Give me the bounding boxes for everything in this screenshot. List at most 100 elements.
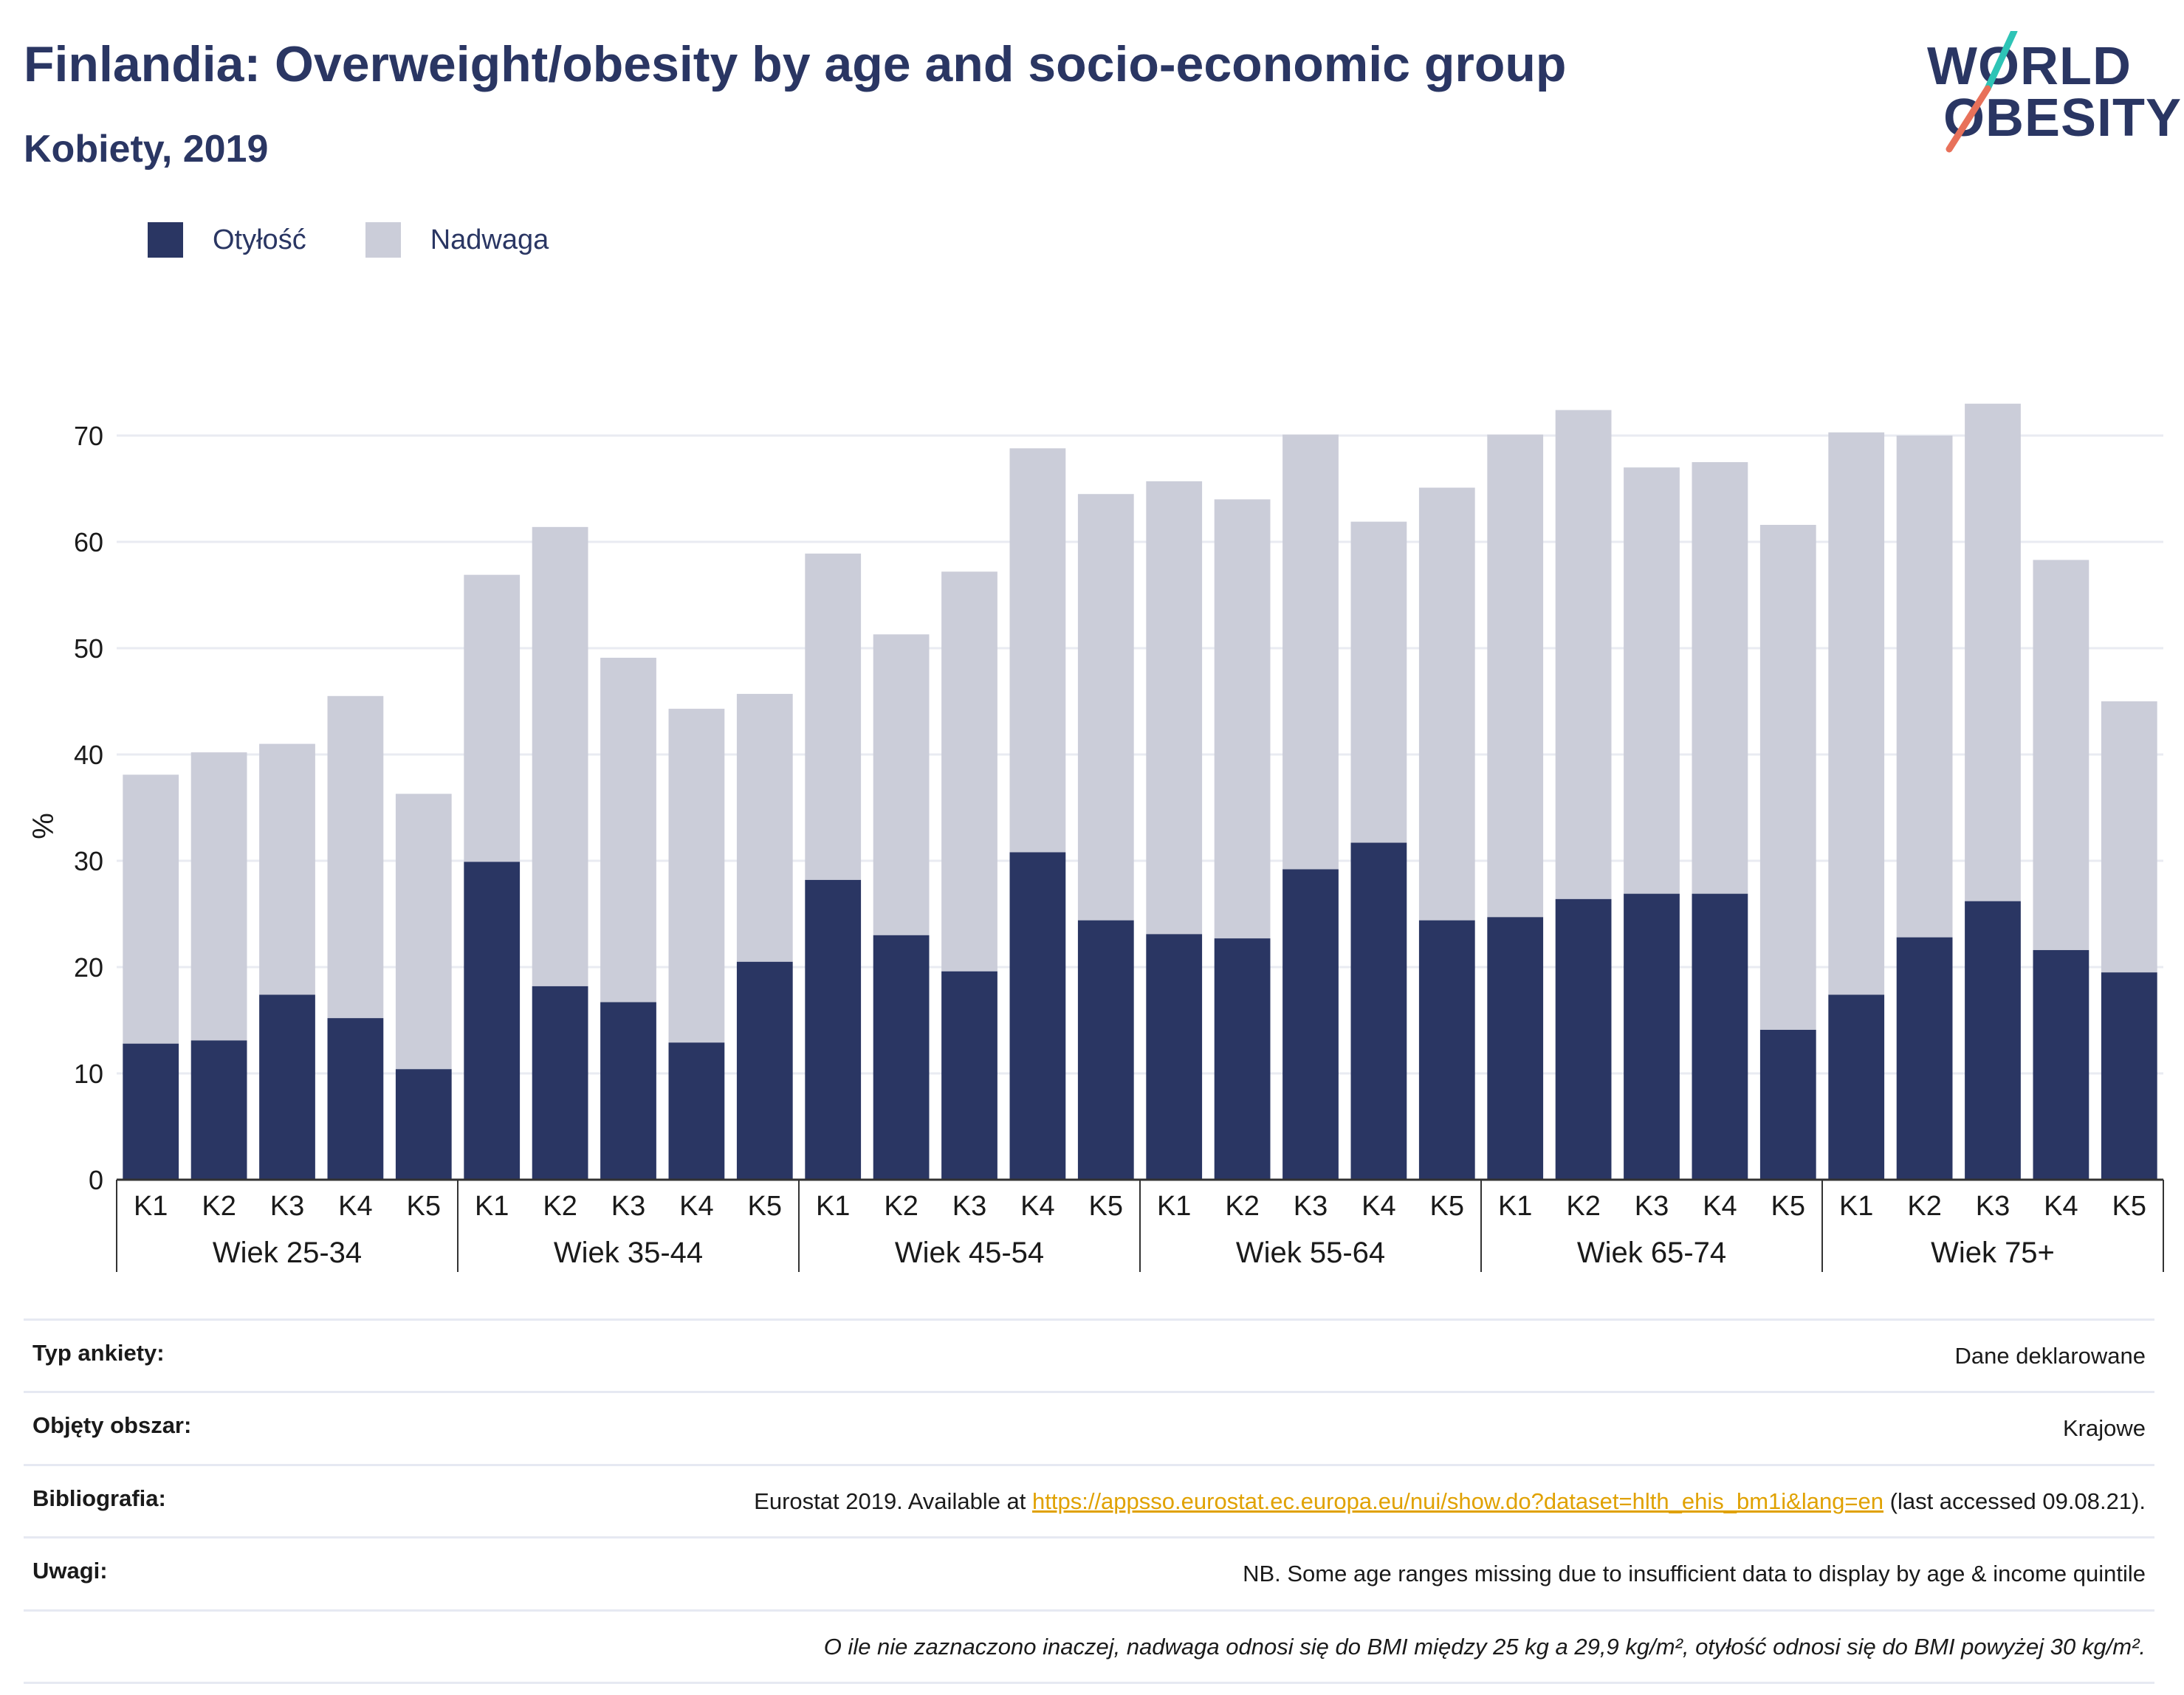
- definition-note: O ile nie zaznaczono inaczej, nadwaga od…: [823, 1633, 2146, 1660]
- bar-obesity: [2101, 972, 2157, 1180]
- bar-obesity: [1896, 937, 1953, 1180]
- bar-overweight: [1009, 448, 1066, 853]
- x-tick-label: K1: [134, 1191, 168, 1222]
- y-tick-label: 0: [89, 1165, 103, 1195]
- x-tick-label: K3: [611, 1191, 645, 1222]
- bar-overweight: [190, 752, 247, 1041]
- meta-row-survey: Typ ankiety: Dane deklarowane: [24, 1318, 2154, 1391]
- stacked-bar-chart: 0 10 20 30 40 50 60 70% K1 K2 K3 K4 K5 Wiek 25-34 K1 K2…: [27, 403, 2164, 1272]
- bar-obesity: [1965, 901, 2021, 1180]
- bar-overweight: [600, 657, 656, 1003]
- bibliography-label: Bibliografia:: [32, 1485, 166, 1511]
- x-tick-label: K3: [1635, 1191, 1669, 1222]
- y-axis-label: %: [27, 813, 60, 839]
- x-tick-label: K4: [1361, 1191, 1395, 1222]
- survey-type-value: Dane deklarowane: [1954, 1343, 2146, 1369]
- bar-obesity: [190, 1040, 247, 1180]
- bar-overweight: [1624, 467, 1680, 894]
- x-tick-label: K4: [2044, 1191, 2078, 1222]
- meta-row-bibliography: Bibliografia: Eurostat 2019. Available a…: [24, 1463, 2154, 1536]
- bar-overweight: [259, 743, 315, 995]
- bar-obesity: [1214, 938, 1271, 1180]
- world-obesity-logo: WORLD OBESITY: [1927, 31, 2181, 157]
- bar-overweight: [1555, 410, 1612, 899]
- bar-overweight: [395, 794, 452, 1070]
- bar-overweight: [736, 693, 793, 962]
- bar-overweight: [327, 695, 384, 1019]
- bar-overweight: [532, 526, 588, 986]
- x-tick-label: K3: [1294, 1191, 1328, 1222]
- x-tick-label: K2: [543, 1191, 577, 1222]
- bar-obesity: [532, 986, 588, 1180]
- bibliography-prefix: Eurostat 2019. Available at: [754, 1488, 1033, 1514]
- x-tick-label: K1: [1839, 1191, 1873, 1222]
- legend-label-overweight: Nadwaga: [430, 224, 549, 255]
- x-tick-label: K5: [1430, 1191, 1464, 1222]
- bar-overweight: [1350, 521, 1407, 843]
- bar-overweight: [2101, 701, 2157, 973]
- bar-overweight: [1828, 432, 1885, 995]
- notes-label: Uwagi:: [32, 1558, 108, 1584]
- chart-title: Finlandia: Overweight/obesity by age and…: [24, 36, 1567, 92]
- bar-obesity: [736, 961, 793, 1180]
- bar-obesity: [1624, 893, 1680, 1180]
- bar-overweight: [873, 634, 930, 935]
- group-label: Wiek 25-34: [213, 1237, 362, 1269]
- group-label: Wiek 75+: [1931, 1237, 2055, 1269]
- x-tick-label: K5: [1089, 1191, 1123, 1222]
- x-tick-label: K2: [884, 1191, 918, 1222]
- x-tick-label: K2: [1566, 1191, 1600, 1222]
- bar-obesity: [395, 1069, 452, 1180]
- bar-obesity: [1146, 934, 1203, 1180]
- x-tick-label: K2: [1907, 1191, 1941, 1222]
- y-tick-label: 10: [74, 1059, 103, 1089]
- x-tick-label: K4: [679, 1191, 713, 1222]
- bar-overweight: [464, 574, 521, 862]
- notes-value: NB. Some age ranges missing due to insuf…: [1243, 1561, 2146, 1587]
- chart-subtitle: Kobiety, 2019: [24, 128, 269, 171]
- y-tick-label: 60: [74, 527, 103, 557]
- x-tick-label: K3: [1976, 1191, 2010, 1222]
- meta-row-notes: Uwagi: NB. Some age ranges missing due t…: [24, 1536, 2154, 1609]
- y-tick-label: 40: [74, 740, 103, 770]
- bar-obesity: [873, 935, 930, 1180]
- group-label: Wiek 35-44: [554, 1237, 703, 1269]
- legend-swatch-obesity: [148, 222, 183, 258]
- x-tick-label: K2: [202, 1191, 236, 1222]
- bar-overweight: [1759, 524, 1816, 1030]
- x-tick-label: K5: [2112, 1191, 2146, 1222]
- bar-obesity: [1009, 852, 1066, 1180]
- x-tick-label: K3: [270, 1191, 304, 1222]
- metadata-table: Typ ankiety: Dane deklarowane Objęty obs…: [24, 1318, 2154, 1684]
- bar-overweight: [1077, 494, 1134, 921]
- bibliography-value: Eurostat 2019. Available at https://apps…: [754, 1485, 2146, 1517]
- bar-overweight: [941, 571, 997, 972]
- legend-item-obesity: Otyłość: [148, 222, 306, 258]
- chart-legend: Otyłość Nadwaga: [148, 221, 608, 258]
- x-tick-label: K4: [1020, 1191, 1054, 1222]
- x-tick-label: K5: [1771, 1191, 1805, 1222]
- legend-item-overweight: Nadwaga: [365, 222, 549, 258]
- bar-obesity: [600, 1002, 656, 1180]
- group-label: Wiek 55-64: [1236, 1237, 1385, 1269]
- area-value: Krajowe: [2063, 1415, 2146, 1442]
- bibliography-link[interactable]: https://appsso.eurostat.ec.europa.eu/nui…: [1032, 1488, 1884, 1514]
- bar-overweight: [1418, 487, 1475, 921]
- meta-row-definition: O ile nie zaznaczono inaczej, nadwaga od…: [24, 1609, 2154, 1684]
- bar-obesity: [464, 862, 521, 1180]
- logo-slash-icon: [1946, 31, 2018, 153]
- bar-obesity: [805, 879, 862, 1180]
- bar-obesity: [1692, 893, 1748, 1180]
- bar-obesity: [327, 1018, 384, 1180]
- meta-row-area: Objęty obszar: Krajowe: [24, 1391, 2154, 1463]
- bar-obesity: [1077, 920, 1134, 1180]
- bar-overweight: [668, 709, 725, 1043]
- bar-obesity: [1555, 898, 1612, 1180]
- x-tick-label: K2: [1225, 1191, 1259, 1222]
- x-tick-label: K3: [952, 1191, 986, 1222]
- y-tick-label: 70: [74, 421, 103, 451]
- bar-overweight: [1282, 434, 1339, 870]
- group-label: Wiek 65-74: [1577, 1237, 1726, 1269]
- bar-overweight: [1146, 481, 1203, 935]
- bar-obesity: [1759, 1029, 1816, 1180]
